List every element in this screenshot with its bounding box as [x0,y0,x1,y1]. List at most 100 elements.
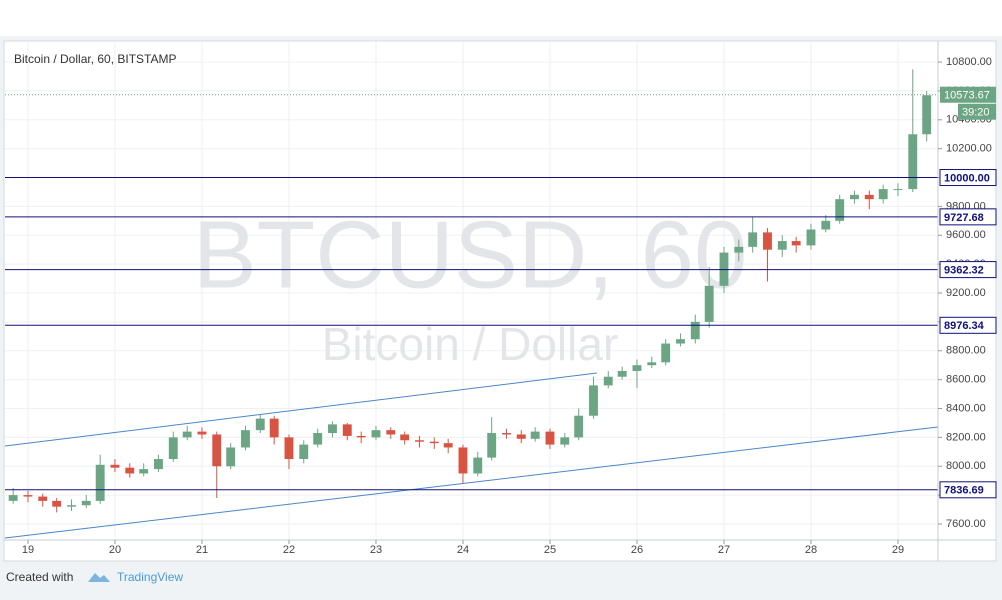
level-label: 10000.00 [944,172,990,184]
candle-body [704,285,714,322]
top-bar [0,0,1002,36]
last-price-box [940,86,996,103]
candle-body [356,435,366,438]
level-label-box [939,481,997,499]
candle-body [821,220,831,230]
watermark: Bitcoin / Dollar [322,318,619,370]
candle-body [617,370,627,377]
candle-body [835,199,845,221]
candle-body [560,437,570,445]
candle-body [777,241,787,250]
x-tick-label: 24 [457,544,469,556]
x-tick-label: 29 [892,544,904,556]
candle-body [67,505,76,507]
candle-body [342,424,352,436]
candle-body [23,495,33,497]
y-tick-label: 8400.00 [946,402,986,414]
y-tick-label: 10800.00 [946,56,992,68]
candle-body [530,431,540,439]
candle-body [574,415,584,438]
level-label-box [939,261,997,279]
candle-body [328,424,337,434]
y-tick-label: 8000.00 [946,460,986,472]
level-label-box [939,208,997,226]
candle-body [110,464,120,468]
candle-body [908,134,918,190]
candle-body [647,362,657,366]
level-label: 9727.68 [944,212,984,224]
candle-body [850,194,859,200]
candle-body [38,496,48,501]
footer-text: Created with [6,570,73,584]
candle-body [400,434,410,441]
candle-body [487,433,497,458]
candle-body [791,241,801,246]
candle-body [52,500,62,507]
candle-body [443,443,453,448]
candle-body [299,444,309,460]
countdown-label: 39:20 [962,107,990,119]
candle-body [197,431,207,435]
y-tick-label: 8800.00 [946,345,986,357]
candle-body [241,430,250,448]
footer-brand[interactable]: TradingView [117,570,183,584]
candle-body [284,437,294,460]
axes: 7600.007800.008000.008200.008400.008600.… [22,56,997,556]
candle-body [371,430,381,438]
candle-body [502,433,511,435]
x-tick-label: 20 [109,544,121,556]
candle-body [516,434,526,439]
x-tick-label: 25 [544,544,556,556]
candle-body [734,246,744,253]
y-tick-label: 8200.00 [946,431,986,443]
y-tick-label: 7600.00 [946,518,986,530]
candle-body [661,343,671,363]
x-tick-label: 21 [196,544,208,556]
y-tick-label: 8600.00 [946,374,986,386]
candle-body [806,229,816,246]
candle-body [154,459,163,470]
candle-body [748,232,758,247]
candle-body [893,189,903,191]
level-label: 9362.32 [944,264,984,276]
chart-title: Bitcoin / Dollar, 60, BITSTAMP [14,52,177,66]
candle-body [676,339,685,344]
candle-body [269,418,279,438]
level-label-box [939,169,997,187]
x-tick-label: 26 [631,544,643,556]
plot [4,69,939,539]
candle-body [763,232,772,250]
x-tick-label: 22 [283,544,295,556]
candle-body [182,431,192,438]
candle-body [139,469,149,474]
x-tick-label: 23 [370,544,382,556]
candle-body [255,418,265,431]
candle-body [589,385,598,416]
level-label: 8976.34 [944,320,985,332]
candle-body [545,431,555,445]
chart-frame [3,40,997,562]
candle-body [922,95,932,135]
candle-body [603,376,613,386]
y-tick-label: 9600.00 [946,229,986,241]
level-label: 7836.69 [944,485,984,497]
last-price-label: 10573.67 [944,90,990,102]
tradingview-logo [88,573,110,582]
candle-body [8,495,18,501]
candle-body [81,500,91,506]
countdown-box [958,103,996,120]
candle-body [415,440,424,442]
candle-body [313,433,323,445]
candle-body [168,437,178,460]
x-tick-label: 19 [22,544,34,556]
candle-body [878,189,888,200]
y-tick-label: 10200.00 [946,143,992,155]
candle-body [429,441,439,444]
watermark: BTCUSD, 60 [193,201,748,308]
candle-body [864,194,874,200]
trend-line [4,372,598,447]
candle-body [95,464,105,501]
candle-body [212,434,222,467]
x-tick-label: 28 [805,544,817,556]
